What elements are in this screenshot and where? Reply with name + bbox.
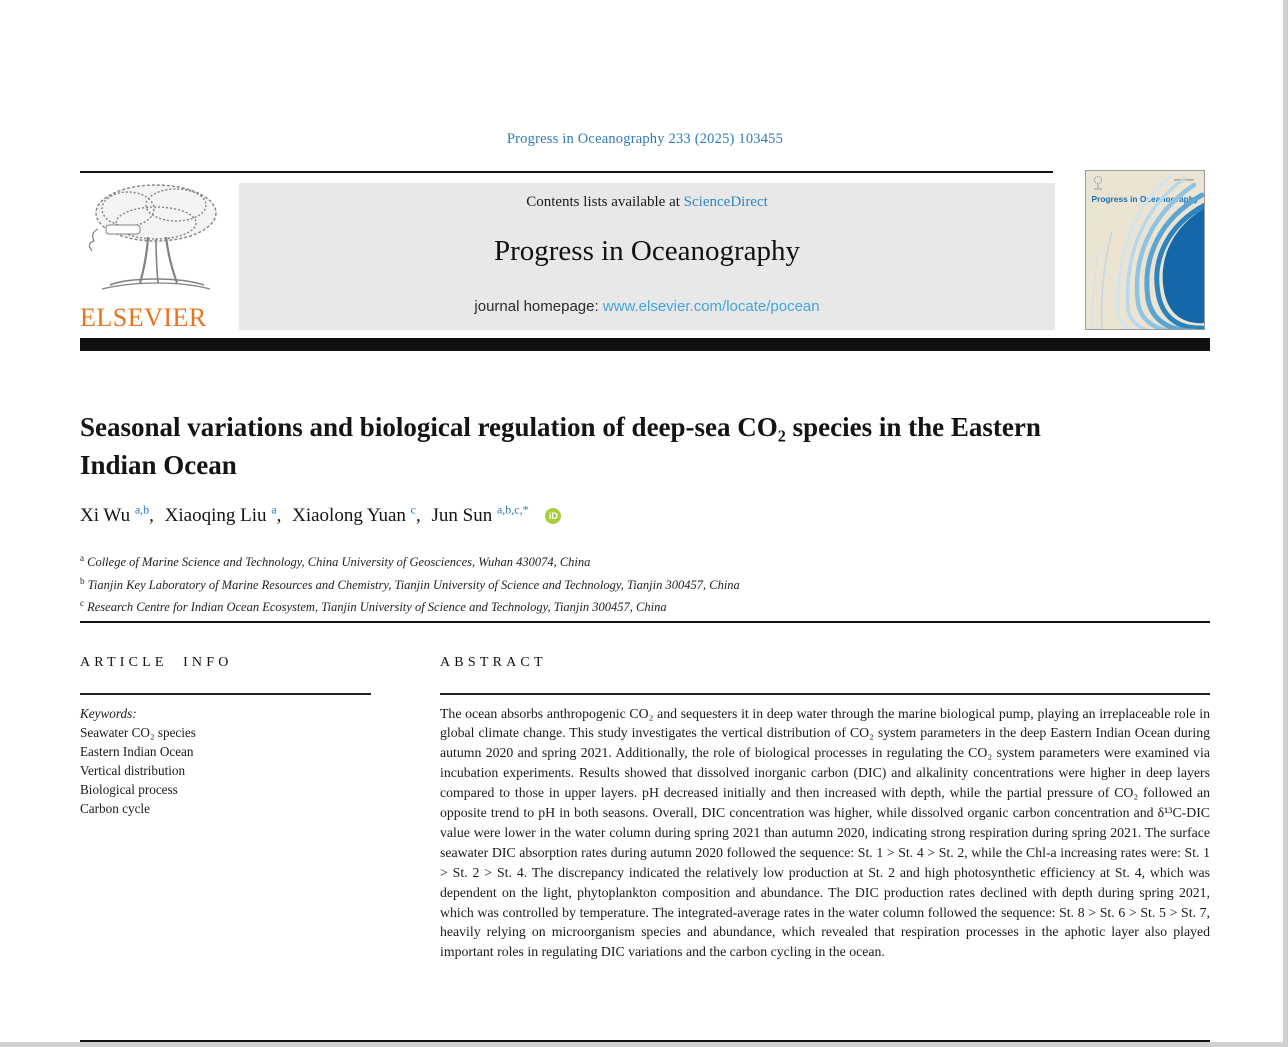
article-title: Seasonal variations and biological regul…: [80, 412, 1041, 480]
affiliations: a College of Marine Science and Technolo…: [80, 549, 1180, 617]
author-affil-sup: a: [271, 503, 277, 517]
author-affil-sup: c: [410, 503, 416, 517]
contents-line: Contents lists available at ScienceDirec…: [239, 194, 1055, 211]
keywords-label: Keywords:: [80, 705, 137, 721]
author: Jun Sun a,b,c,*: [431, 503, 529, 527]
cover-mini-logo: [1094, 176, 1102, 190]
cover-waves: [1092, 173, 1204, 329]
sciencedirect-link[interactable]: ScienceDirect: [683, 194, 768, 210]
homepage-link[interactable]: www.elsevier.com/locate/pocean: [602, 298, 820, 315]
author: Xiaolong Yuan c,: [292, 503, 421, 527]
author-list: Xi Wu a,b, Xiaoqing Liu a, Xiaolong Yuan…: [80, 503, 562, 527]
journal-masthead: Contents lists available at ScienceDirec…: [239, 183, 1055, 330]
keyword: Eastern Indian Ocean: [80, 743, 194, 759]
screenshot-bottom-edge: [0, 1042, 1288, 1047]
cover-art: Progress in Oceanography: [1086, 171, 1204, 329]
abstract-text: The ocean absorbs anthropogenic CO₂ and …: [440, 705, 1210, 960]
keyword: Biological process: [80, 781, 178, 797]
cover-title: Progress in Oceanography: [1091, 194, 1198, 204]
homepage-prefix: journal homepage:: [474, 298, 603, 315]
elsevier-tree-icon: [88, 184, 217, 290]
affiliation: b Tianjin Key Laboratory of Marine Resou…: [80, 575, 740, 592]
keyword: Seawater CO₂ species: [80, 724, 196, 740]
keywords-block: Keywords: Seawater CO₂ species Eastern I…: [80, 704, 371, 818]
elsevier-wordmark: ELSEVIER: [80, 303, 207, 332]
author: Xiaoqing Liu a,: [164, 503, 282, 527]
orcid-icon[interactable]: iD: [545, 508, 562, 525]
affiliation: c Research Centre for Indian Ocean Ecosy…: [80, 598, 667, 615]
article-info-heading: ARTICLE INFO: [80, 655, 233, 670]
elsevier-logo: ELSEVIER: [80, 179, 232, 332]
homepage-line: journal homepage: www.elsevier.com/locat…: [239, 298, 1055, 315]
keyword: Vertical distribution: [80, 762, 186, 778]
article-info-section: ARTICLE INFO Keywords: Seawater CO₂ spec…: [80, 655, 371, 818]
screenshot-right-edge: [1283, 0, 1288, 1047]
masthead-top-rule: [80, 171, 1053, 173]
abstract-section: ABSTRACT The ocean absorbs anthropogenic…: [440, 655, 1210, 962]
section-divider-rule: [80, 621, 1210, 623]
journal-title: Progress in Oceanography: [493, 235, 801, 267]
author: Xi Wu a,b,: [80, 503, 154, 527]
page-bottom-rule: [80, 1040, 1210, 1042]
author-affil-sup: a,b,c,*: [496, 503, 529, 517]
abstract-heading: ABSTRACT: [440, 655, 547, 670]
keyword: Carbon cycle: [80, 800, 150, 816]
article-info-rule: [80, 693, 371, 695]
masthead-divider-bar: [80, 338, 1210, 351]
contents-prefix: Contents lists available at: [526, 194, 684, 210]
journal-cover-thumbnail: Progress in Oceanography: [1085, 170, 1205, 330]
author-affil-sup: a,b: [134, 503, 150, 517]
affiliation: a College of Marine Science and Technolo…: [80, 553, 591, 570]
abstract-rule: [440, 693, 1210, 695]
journal-citation: Progress in Oceanography 233 (2025) 1034…: [506, 131, 784, 147]
